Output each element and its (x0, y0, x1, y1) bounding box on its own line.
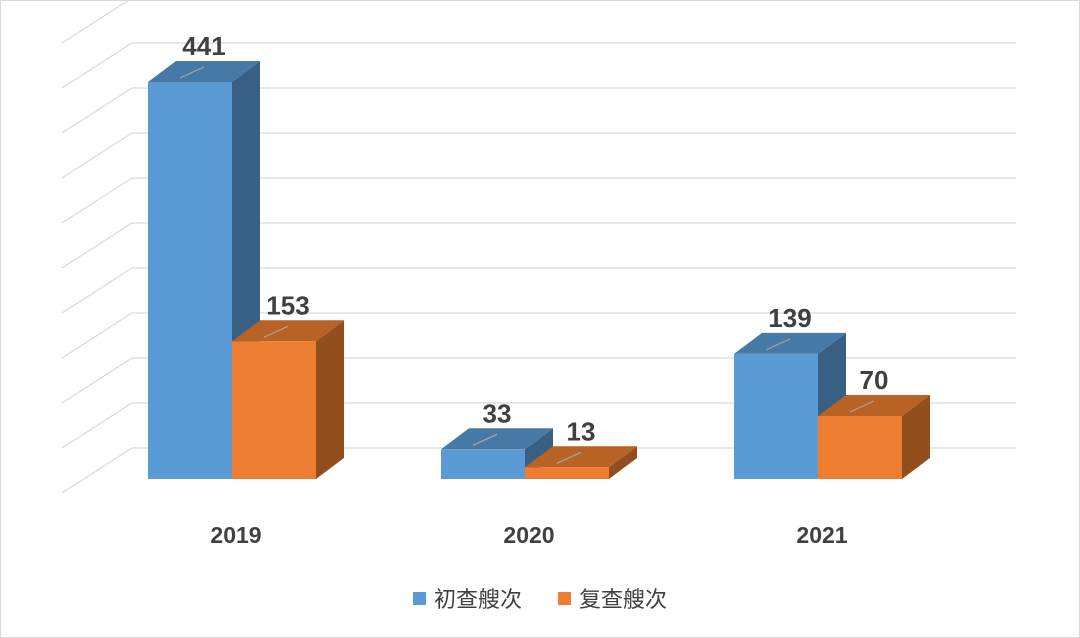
category-label-2019: 2019 (210, 522, 261, 548)
gridline-side (61, 0, 130, 44)
category-label-2020: 2020 (503, 522, 554, 548)
data-label-2020-series-2: 13 (567, 416, 596, 446)
gridline-side (61, 447, 133, 494)
data-label-2019-series-2: 153 (266, 290, 309, 320)
data-label-2021-series-2: 70 (860, 365, 889, 395)
legend-item-series-2: 复查艘次 (558, 582, 667, 614)
data-label-2021-series-1: 139 (768, 303, 811, 333)
data-label-2019-series-1: 441 (182, 31, 225, 61)
legend-item-series-1: 初查艘次 (412, 582, 522, 614)
bar-2021-series-2 (818, 394, 930, 479)
gridline-side (61, 42, 133, 89)
legend: 初查艘次 复查艘次 (0, 580, 1080, 616)
legend-label-series-2: 复查艘次 (579, 588, 668, 613)
gridline-side (61, 87, 133, 134)
bar-2020-series-1 (441, 428, 553, 479)
legend-label-series-1: 初查艘次 (433, 588, 522, 613)
legend-swatch-series-1 (412, 591, 426, 605)
gridline-side (61, 177, 133, 224)
data-label-2020-series-1: 33 (483, 398, 512, 428)
gridlines (61, 0, 1016, 494)
gridline-side (61, 132, 133, 179)
bar-2020-series-2 (525, 446, 637, 479)
gridline-side (61, 312, 133, 359)
labels: 441 153 2019 33 13 2020 139 70 2021 (182, 31, 888, 548)
legend-swatch-series-2 (558, 591, 571, 605)
category-label-2021: 2021 (796, 522, 847, 548)
bar-2019-series-2 (232, 320, 344, 479)
bars (148, 61, 930, 479)
gridline-side (61, 357, 133, 404)
gridline-side (61, 402, 133, 449)
gridline-side (61, 267, 133, 314)
gridline-side (61, 222, 133, 269)
